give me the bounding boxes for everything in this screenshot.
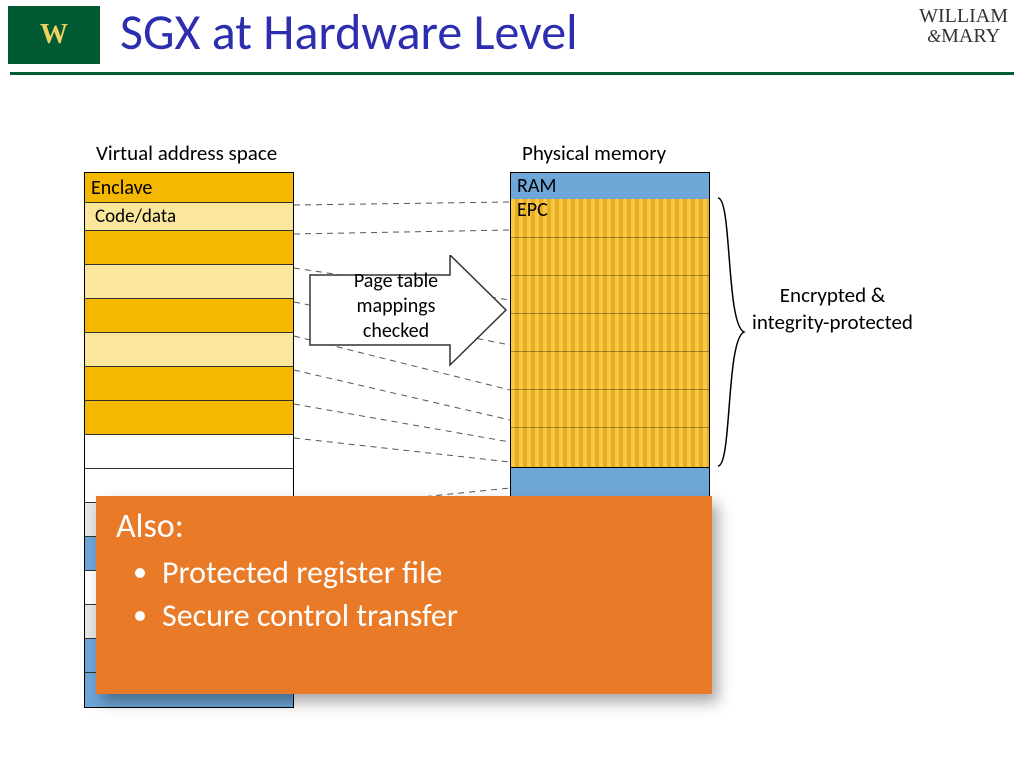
epc-block: EPC [511,199,709,467]
vas-row [85,333,293,367]
header-divider [10,72,1014,75]
callout-item: Protected register file [162,553,692,592]
institution-name2: MARY [941,25,1000,47]
vas-row [85,401,293,435]
vas-row [85,265,293,299]
callout-item: Secure control transfer [162,596,692,635]
ram-header-row: RAM [511,173,709,199]
vas-row [85,231,293,265]
institution-line1: WILLIAM [919,6,1008,26]
page-table-arrow: Page table mappings checked [300,255,510,365]
brace-icon [714,194,748,474]
vas-row [85,367,293,401]
callout-heading: Also: [116,506,692,547]
encrypted-line2: integrity-protected [752,309,913,336]
physical-memory-column-label: Physical memory [522,140,666,166]
also-callout: Also: Protected register file Secure con… [96,496,712,694]
vas-column-label: Virtual address space [96,140,277,166]
wm-crest-logo: W [8,6,100,64]
vas-gap [85,435,293,469]
institution-ampersand: & [927,26,941,46]
slide-title: SGX at Hardware Level [120,2,578,63]
epc-label: EPC [517,198,548,222]
arrow-caption: Page table mappings checked [326,269,466,344]
vas-row [85,299,293,333]
encrypted-line1: Encrypted & [752,282,913,309]
sgx-diagram: Virtual address space Physical memory En… [0,90,1024,768]
institution-wordmark: WILLIAM &MARY [919,6,1008,46]
enclave-header-row: Enclave [85,173,293,203]
callout-list: Protected register file Secure control t… [162,553,692,635]
institution-line2: &MARY [919,26,1008,46]
code-data-row: Code/data [85,203,293,231]
encrypted-annotation: Encrypted & integrity-protected [752,282,913,337]
slide-header: W SGX at Hardware Level WILLIAM &MARY [0,0,1024,72]
